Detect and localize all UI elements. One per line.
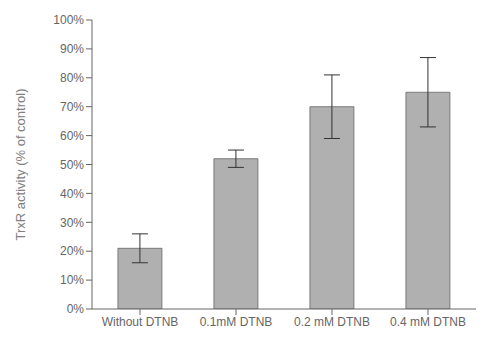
svg-text:80%: 80% bbox=[60, 71, 84, 85]
svg-text:50%: 50% bbox=[60, 158, 84, 172]
svg-text:70%: 70% bbox=[60, 100, 84, 114]
svg-text:0%: 0% bbox=[67, 302, 85, 316]
svg-text:40%: 40% bbox=[60, 187, 84, 201]
svg-text:0.4 mM DTNB: 0.4 mM DTNB bbox=[390, 315, 466, 329]
svg-text:0.1mM DTNB: 0.1mM DTNB bbox=[200, 315, 273, 329]
svg-text:20%: 20% bbox=[60, 244, 84, 258]
svg-text:TrxR activity (% of control): TrxR activity (% of control) bbox=[13, 89, 28, 241]
svg-text:90%: 90% bbox=[60, 42, 84, 56]
svg-text:60%: 60% bbox=[60, 129, 84, 143]
svg-text:Without DTNB: Without DTNB bbox=[102, 315, 179, 329]
svg-text:10%: 10% bbox=[60, 273, 84, 287]
svg-text:30%: 30% bbox=[60, 216, 84, 230]
svg-text:0.2 mM DTNB: 0.2 mM DTNB bbox=[294, 315, 370, 329]
svg-text:100%: 100% bbox=[53, 13, 84, 27]
